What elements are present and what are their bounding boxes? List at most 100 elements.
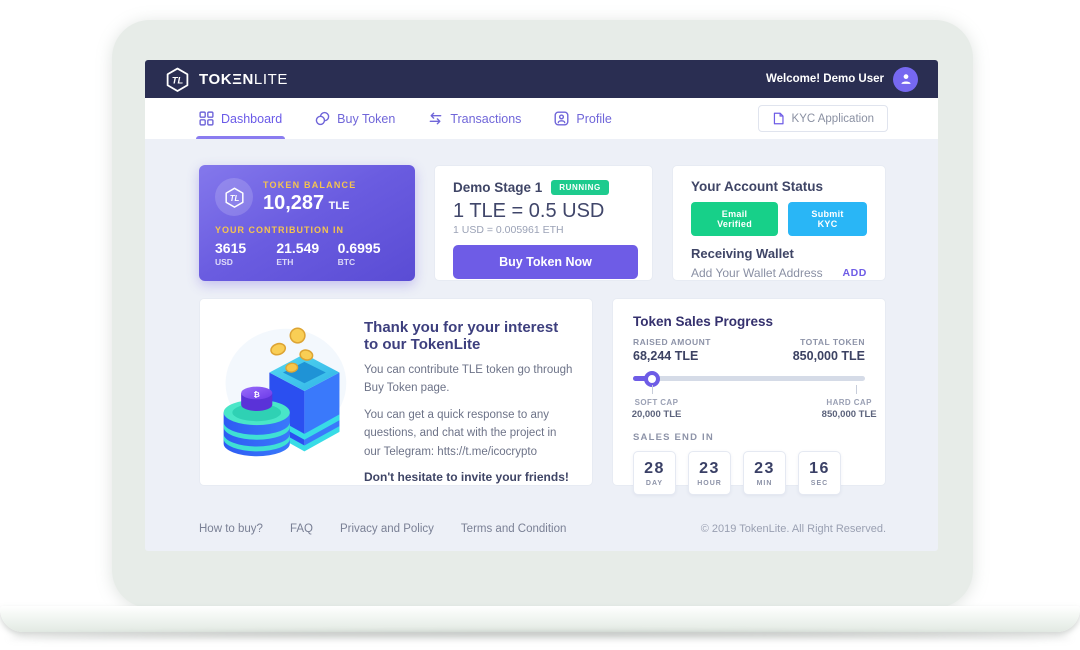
profile-card-icon — [554, 111, 569, 126]
stage-title: Demo Stage 1 — [453, 180, 542, 195]
hard-cap-label: HARD CAP — [822, 398, 877, 407]
token-sub-rate: 1 USD = 0.005961 ETH — [453, 224, 634, 236]
total-token-value: 850,000 TLE — [793, 349, 865, 363]
user-icon — [899, 72, 913, 86]
footer-links: How to buy? FAQ Privacy and Policy Terms… — [199, 523, 566, 535]
thank-you-text: Thank you for your interest to our Token… — [358, 311, 576, 473]
balance-unit: TLE — [329, 200, 350, 212]
user-avatar[interactable] — [893, 67, 918, 92]
tab-profile[interactable]: Profile — [554, 98, 611, 139]
thank-you-paragraph-1: You can contribute TLE token go through … — [364, 361, 574, 398]
balance-top: TL TOKEN BALANCE 10,287 TLE — [215, 178, 399, 216]
progress-stats-row: RAISED AMOUNT 68,244 TLE TOTAL TOKEN 850… — [633, 337, 865, 363]
svg-text:TL: TL — [172, 75, 184, 85]
countdown: 28 DAY 23 HOUR 23 MIN 16 — [633, 451, 865, 495]
countdown-minutes-value: 23 — [754, 460, 775, 478]
countdown-days: 28 DAY — [633, 451, 676, 495]
coins-icon — [315, 111, 330, 126]
tab-dashboard[interactable]: Dashboard — [199, 98, 282, 139]
balance-amount-row: 10,287 TLE — [263, 192, 356, 215]
token-balance-card: TL TOKEN BALANCE 10,287 TLE YOUR CONTRIB… — [199, 165, 415, 281]
raised-amount-label: RAISED AMOUNT — [633, 337, 711, 347]
hard-cap: HARD CAP 850,000 TLE — [822, 398, 877, 420]
progress-track: SOFT CAP 20,000 TLE HARD CAP 850,000 TLE — [633, 376, 865, 381]
stage-status-badge: RUNNING — [551, 180, 609, 195]
brand-name: TOKΞNLITE — [199, 71, 288, 88]
wallet-row: Add Your Wallet Address ADD — [691, 266, 867, 280]
app-footer: How to buy? FAQ Privacy and Policy Terms… — [199, 507, 886, 551]
brand: TL TOKΞNLITE — [165, 67, 288, 92]
submit-kyc-badge[interactable]: Submit KYC — [788, 202, 867, 236]
welcome-text: Welcome! Demo User — [766, 73, 884, 85]
soft-cap: SOFT CAP 20,000 TLE — [632, 398, 682, 420]
header-user-area: Welcome! Demo User — [766, 67, 918, 92]
app-window: TL TOKΞNLITE Welcome! Demo User — [145, 60, 938, 551]
tab-buy-token-label: Buy Token — [337, 112, 395, 126]
balance-figures: TOKEN BALANCE 10,287 TLE — [263, 180, 356, 215]
top-cards-row: TL TOKEN BALANCE 10,287 TLE YOUR CONTRIB… — [199, 165, 886, 281]
contribution-usd: 3615 USD — [215, 240, 276, 267]
brand-name-bold: TOKΞN — [199, 71, 254, 88]
progress-title: Token Sales Progress — [633, 314, 865, 329]
footer-link-faq[interactable]: FAQ — [290, 523, 313, 535]
raised-amount-stat: RAISED AMOUNT 68,244 TLE — [633, 337, 711, 363]
tokenlite-logo-icon: TL — [165, 67, 190, 92]
brand-name-light: LITE — [254, 71, 288, 88]
countdown-hours: 23 HOUR — [688, 451, 731, 495]
tab-dashboard-label: Dashboard — [221, 112, 282, 126]
wallet-address-hint: Add Your Wallet Address — [691, 266, 823, 280]
contribution-eth: 21.549 ETH — [276, 240, 337, 267]
kyc-application-label: KYC Application — [792, 113, 874, 125]
footer-link-terms[interactable]: Terms and Condition — [461, 523, 566, 535]
soft-cap-value: 20,000 TLE — [632, 409, 682, 420]
footer-link-privacy[interactable]: Privacy and Policy — [340, 523, 434, 535]
countdown-seconds: 16 SEC — [798, 451, 841, 495]
thank-you-paragraph-2: You can get a quick response to any ques… — [364, 406, 574, 461]
countdown-seconds-value: 16 — [809, 460, 830, 478]
token-sales-progress-card: Token Sales Progress RAISED AMOUNT 68,24… — [612, 298, 886, 486]
footer-link-how-to-buy[interactable]: How to buy? — [199, 523, 263, 535]
account-status-title: Your Account Status — [691, 179, 867, 194]
contribution-row: 3615 USD 21.549 ETH 0.6995 BTC — [215, 240, 399, 267]
kyc-document-icon — [772, 112, 785, 125]
app-header: TL TOKΞNLITE Welcome! Demo User — [145, 60, 938, 98]
coins-illustration: ₿ — [208, 311, 358, 473]
soft-cap-tick — [652, 385, 653, 394]
token-rate: 1 TLE = 0.5 USD — [453, 200, 634, 223]
laptop-screen: TL TOKΞNLITE Welcome! Demo User — [112, 20, 973, 608]
add-wallet-link[interactable]: ADD — [842, 267, 867, 279]
account-badges: Email Verified Submit KYC — [691, 202, 867, 236]
contribution-eth-value: 21.549 — [276, 240, 337, 256]
token-hexagon-icon: TL — [215, 178, 253, 216]
svg-text:₿: ₿ — [254, 390, 260, 399]
tab-buy-token[interactable]: Buy Token — [315, 98, 395, 139]
stage-title-row: Demo Stage 1 RUNNING — [453, 180, 634, 195]
buy-token-now-button[interactable]: Buy Token Now — [453, 245, 638, 279]
dashboard-grid-icon — [199, 111, 214, 126]
contribution-label: YOUR CONTRIBUTION IN — [215, 225, 399, 235]
soft-cap-label: SOFT CAP — [632, 398, 682, 407]
countdown-minutes-unit: MIN — [757, 480, 773, 487]
dashboard-content: TL TOKEN BALANCE 10,287 TLE YOUR CONTRIB… — [145, 139, 938, 551]
progress-fill — [633, 376, 652, 381]
email-verified-badge[interactable]: Email Verified — [691, 202, 778, 236]
raised-amount-value: 68,244 TLE — [633, 349, 711, 363]
contribution-eth-currency: ETH — [276, 257, 337, 267]
svg-text:TL: TL — [229, 194, 239, 203]
bottom-cards-row: ₿ Thank you for your interest to our Tok… — [199, 298, 886, 486]
hard-cap-tick — [856, 385, 857, 394]
thank-you-card: ₿ Thank you for your interest to our Tok… — [199, 298, 593, 486]
thank-you-heading: Thank you for your interest to our Token… — [364, 319, 574, 353]
kyc-application-button[interactable]: KYC Application — [758, 105, 888, 132]
tab-transactions-label: Transactions — [450, 112, 521, 126]
countdown-minutes: 23 MIN — [743, 451, 786, 495]
tab-transactions[interactable]: Transactions — [428, 98, 521, 139]
contribution-btc-currency: BTC — [338, 257, 399, 267]
countdown-days-value: 28 — [644, 460, 665, 478]
copyright-text: © 2019 TokenLite. All Right Reserved. — [701, 523, 886, 535]
countdown-days-unit: DAY — [646, 480, 663, 487]
laptop-base-shadow — [8, 632, 1072, 645]
navbar: Dashboard Buy Token Tran — [145, 98, 938, 139]
countdown-hours-unit: HOUR — [697, 480, 722, 487]
transfer-arrows-icon — [428, 111, 443, 126]
